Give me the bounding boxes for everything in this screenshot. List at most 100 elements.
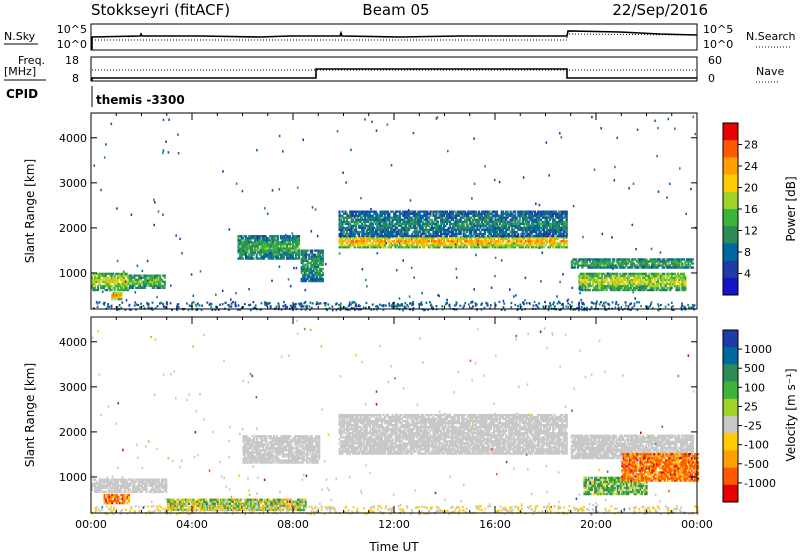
heatmap-cell [366, 242, 368, 244]
heatmap-cell [572, 287, 574, 289]
heatmap-cell [492, 217, 494, 219]
heatmap-cell [581, 287, 583, 289]
heatmap-cell [668, 275, 670, 277]
heatmap-cell [395, 213, 397, 215]
heatmap-cell [302, 139, 304, 141]
heatmap-cell [612, 277, 614, 279]
heatmap-cell [473, 227, 475, 229]
heatmap-cell [379, 246, 381, 248]
heatmap-cell [535, 203, 537, 205]
heatmap-cell [387, 229, 389, 231]
heatmap-cell [114, 287, 116, 289]
heatmap-cell [367, 246, 369, 248]
heatmap-cell [402, 259, 404, 261]
heatmap-cell [342, 229, 344, 231]
heatmap-cell [270, 245, 272, 247]
heatmap-cell [314, 254, 316, 256]
heatmap-cell [307, 266, 309, 268]
heatmap-cell [189, 305, 191, 307]
heatmap-cell [323, 302, 325, 304]
heatmap-cell [555, 233, 557, 235]
heatmap-cell [133, 277, 135, 279]
heatmap-cell [272, 257, 274, 259]
heatmap-cell [100, 189, 102, 191]
heatmap-cell [178, 152, 180, 154]
heatmap-cell [304, 276, 306, 278]
heatmap-cell [681, 264, 683, 266]
heatmap-cell [117, 260, 119, 262]
heatmap-cell [408, 209, 410, 211]
heatmap-cell [507, 211, 509, 213]
heatmap-cell [399, 215, 401, 217]
heatmap-cell [94, 283, 96, 285]
heatmap-cell [166, 301, 168, 303]
heatmap-cell [437, 233, 439, 235]
heatmap-cell [428, 225, 430, 227]
heatmap-cell [634, 297, 636, 299]
heatmap-cell [517, 233, 519, 235]
heatmap-cell [153, 199, 155, 201]
heatmap-cell [571, 301, 573, 303]
heatmap-cell [552, 235, 554, 237]
heatmap-cell [130, 279, 132, 281]
heatmap-cell [307, 250, 309, 252]
heatmap-cell [406, 304, 408, 306]
heatmap-cell [269, 252, 271, 254]
heatmap-cell [511, 302, 513, 304]
heatmap-cell [312, 206, 314, 208]
heatmap-cell [342, 215, 344, 217]
heatmap-cell [498, 225, 500, 227]
heatmap-cell [627, 262, 629, 264]
heatmap-cell [322, 250, 324, 252]
heatmap-cell [632, 224, 634, 226]
heatmap-cell [322, 254, 324, 256]
heatmap-cell [535, 246, 537, 248]
heatmap-cell [361, 217, 363, 219]
heatmap-cell [376, 213, 378, 215]
heatmap-cell [126, 273, 128, 275]
heatmap-cell [678, 289, 680, 291]
heatmap-cell [285, 305, 287, 307]
heatmap-cell [606, 289, 608, 291]
heatmap-cell [660, 285, 662, 287]
heatmap-cell [516, 231, 518, 233]
heatmap-cell [138, 281, 140, 283]
heatmap-cell [237, 237, 239, 239]
heatmap-cell [322, 280, 324, 282]
heatmap-cell [492, 240, 494, 242]
heatmap-cell [514, 211, 516, 213]
heatmap-cell [663, 277, 665, 279]
heatmap-cell [617, 304, 619, 306]
heatmap-cell [566, 233, 568, 235]
heatmap-cell [628, 289, 630, 291]
heatmap-cell [526, 302, 528, 304]
heatmap-cell [435, 219, 437, 221]
heatmap-cell [552, 246, 554, 248]
heatmap-cell [637, 266, 639, 268]
heatmap-cell [385, 305, 387, 307]
heatmap-cell [476, 303, 478, 305]
heatmap-cell [429, 301, 431, 303]
heatmap-cell [288, 278, 290, 280]
heatmap-cell [586, 262, 588, 264]
heatmap-cell [163, 149, 165, 151]
heatmap-cell [315, 208, 317, 210]
heatmap-cell [179, 238, 181, 240]
heatmap-cell [381, 238, 383, 240]
heatmap-cell [295, 255, 297, 257]
heatmap-cell [560, 242, 562, 244]
heatmap-cell [241, 239, 243, 241]
heatmap-cell [519, 221, 521, 223]
heatmap-cell [665, 279, 667, 281]
heatmap-cell [566, 246, 568, 248]
heatmap-cell [363, 229, 365, 231]
heatmap-cell [393, 240, 395, 242]
heatmap-cell [135, 291, 137, 293]
heatmap-cell [577, 262, 579, 264]
heatmap-cell [677, 273, 679, 275]
heatmap-cell [242, 190, 244, 192]
heatmap-cell [97, 306, 99, 308]
heatmap-cell [540, 219, 542, 221]
heatmap-cell [367, 221, 369, 223]
heatmap-cell [408, 242, 410, 244]
